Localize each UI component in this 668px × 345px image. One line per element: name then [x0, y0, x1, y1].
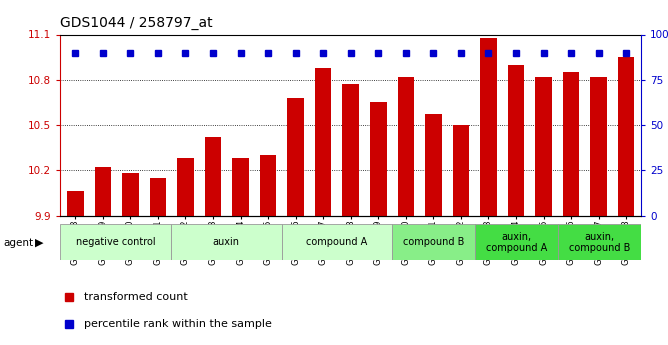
Text: negative control: negative control	[75, 237, 155, 247]
Bar	[475, 224, 558, 260]
Bar	[480, 38, 497, 216]
Bar	[562, 72, 579, 216]
Bar	[392, 224, 475, 260]
Bar	[281, 224, 392, 260]
Text: compound A: compound A	[306, 237, 367, 247]
Bar	[535, 77, 552, 216]
Bar	[370, 102, 387, 216]
Bar	[177, 158, 194, 216]
Text: compound B: compound B	[403, 237, 464, 247]
Bar	[171, 224, 281, 260]
Bar	[204, 137, 221, 216]
Bar	[558, 224, 641, 260]
Text: percentile rank within the sample: percentile rank within the sample	[84, 319, 271, 329]
Bar	[232, 158, 248, 216]
Bar	[591, 77, 607, 216]
Bar	[425, 115, 442, 216]
Bar	[287, 98, 304, 216]
Text: transformed count: transformed count	[84, 292, 188, 302]
Bar	[122, 174, 139, 216]
Text: auxin: auxin	[212, 237, 240, 247]
Bar	[67, 191, 84, 216]
Text: auxin,
compound A: auxin, compound A	[486, 231, 547, 253]
Bar	[95, 167, 111, 216]
Bar	[618, 57, 635, 216]
Bar	[260, 155, 277, 216]
Text: agent: agent	[3, 238, 33, 247]
Bar	[315, 68, 331, 216]
Bar	[150, 178, 166, 216]
Text: GDS1044 / 258797_at: GDS1044 / 258797_at	[60, 16, 212, 30]
Bar	[60, 224, 171, 260]
Text: auxin,
compound B: auxin, compound B	[569, 231, 631, 253]
Bar	[508, 65, 524, 216]
Bar	[453, 125, 469, 216]
Text: ▶: ▶	[35, 238, 43, 247]
Bar	[397, 77, 414, 216]
Bar	[343, 84, 359, 216]
